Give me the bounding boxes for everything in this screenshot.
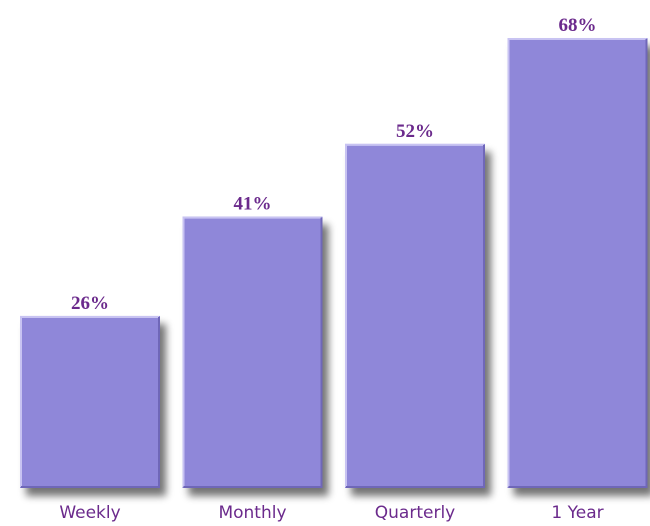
bar bbox=[507, 38, 648, 488]
x-tick-label: Weekly bbox=[59, 503, 120, 523]
value-label: 68% bbox=[559, 15, 597, 36]
bar-highlight bbox=[345, 143, 484, 487]
bar bbox=[345, 143, 485, 488]
bar-highlight bbox=[182, 216, 322, 487]
bar-edge bbox=[508, 39, 648, 488]
x-tick-label: 1 Year bbox=[551, 503, 603, 523]
bar bbox=[20, 315, 160, 488]
bar-edge bbox=[183, 217, 323, 488]
bar bbox=[182, 216, 323, 489]
x-tick-label: Monthly bbox=[218, 503, 286, 523]
bar-edge bbox=[346, 144, 485, 488]
x-tick-label: Quarterly bbox=[375, 503, 455, 523]
value-label: 26% bbox=[71, 293, 109, 314]
bar-highlight bbox=[20, 315, 159, 487]
plot-area: 26% Weekly 41% Monthly 52% Quarterly 68% 1 Year bbox=[20, 15, 648, 523]
bar-edge bbox=[21, 316, 160, 488]
bar-highlight bbox=[507, 38, 647, 487]
value-label: 41% bbox=[234, 194, 272, 215]
value-label: 52% bbox=[396, 121, 434, 142]
